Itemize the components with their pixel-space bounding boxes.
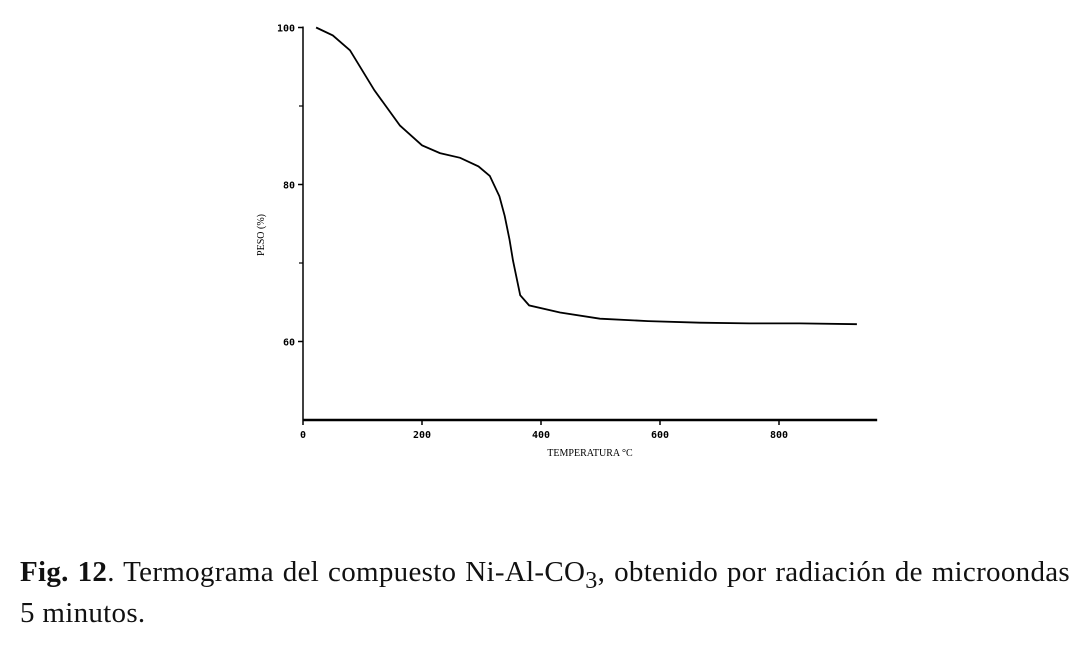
caption-subscript: 3 <box>585 566 598 594</box>
x-tick-label: 600 <box>651 430 669 441</box>
x-tick-label: 400 <box>532 430 550 441</box>
y-tick-label: 100 <box>277 24 295 35</box>
x-tick-label: 0 <box>300 430 306 441</box>
ticks: 0 200 400 600 800 100 80 60 <box>277 24 788 442</box>
caption-label: Fig. 12 <box>20 556 108 588</box>
y-axis-label: PESO (%) <box>256 214 267 256</box>
caption-text-before: . Termograma del compuesto Ni-Al-CO <box>107 556 586 588</box>
y-tick-label: 80 <box>283 181 295 192</box>
x-tick-label: 800 <box>770 430 788 441</box>
figure-caption: Fig. 12. Termograma del compuesto Ni-Al-… <box>20 556 1070 630</box>
y-tick-label: 60 <box>283 338 295 349</box>
x-axis-label: TEMPERATURA °C <box>547 448 633 459</box>
axes <box>302 26 878 422</box>
x-tick-label: 200 <box>413 430 431 441</box>
caption-text-after: , obtenido por radiación de microondas 5… <box>20 556 1070 629</box>
series-line <box>315 26 857 326</box>
